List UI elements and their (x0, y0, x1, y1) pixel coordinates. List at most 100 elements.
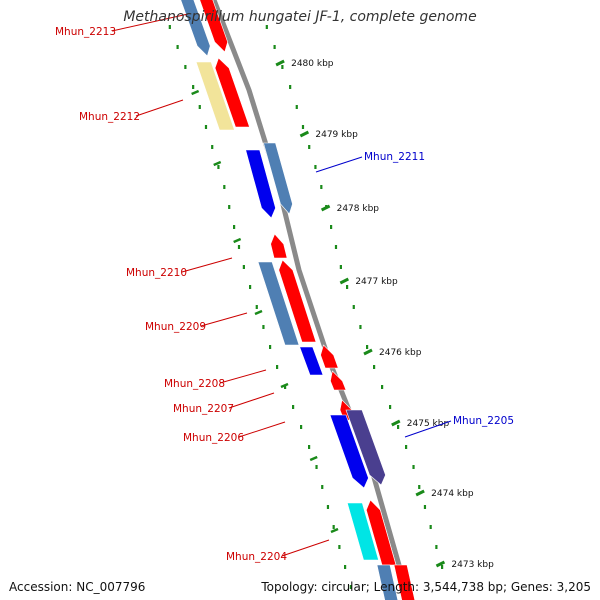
inner-major-tick (254, 309, 263, 316)
kbp-tick-label: 2474 kbp (431, 489, 474, 499)
gene-block-mhun-2208 (299, 346, 324, 376)
tick-dot (276, 365, 279, 369)
gene-block-mhun-2212 (195, 61, 235, 131)
kbp-major-tick (339, 277, 350, 285)
gene-block-bottom-red (393, 564, 416, 600)
kbp-tick-label: 2473 kbp (451, 560, 494, 570)
tick-dot (405, 445, 408, 449)
gene-label: Mhun_2212 (79, 111, 140, 123)
tick-dot (242, 265, 245, 269)
tick-dot (314, 165, 317, 169)
tick-dot (441, 565, 444, 569)
inner-major-tick (309, 455, 318, 462)
tick-dot (321, 485, 324, 489)
gene-block-mhun-2211 (245, 149, 276, 219)
outer-tick-ring (265, 25, 444, 569)
tick-dot (352, 305, 355, 309)
tick-dot (176, 45, 179, 49)
tick-dot (435, 545, 438, 549)
tick-dot (381, 385, 384, 389)
gene-leader-line (135, 99, 184, 117)
kbp-major-tick (363, 348, 373, 356)
gene-leader-line (200, 312, 248, 327)
tick-dot (332, 525, 335, 529)
gene-leader-line (238, 421, 286, 438)
tick-dot (308, 145, 311, 149)
gene-label: Mhun_2204 (226, 551, 287, 563)
tick-dot (330, 225, 333, 229)
gene-block-mhun-2205-slate (345, 409, 386, 486)
tick-dot (223, 185, 226, 189)
gene-label: Mhun_2210 (126, 267, 187, 279)
gene-block-mhun-2211-steel (263, 142, 293, 215)
tick-dot (237, 245, 241, 249)
gene-block-mhun-2212-red (214, 57, 250, 128)
gene-block-mhun-2209 (257, 261, 300, 346)
gene-leader-line (315, 156, 363, 173)
gene-label: Mhun_2206 (183, 432, 244, 444)
gene-leader-line (181, 257, 233, 273)
gene-leader-line (281, 539, 330, 557)
kbp-tick-label: 2480 kbp (291, 59, 334, 69)
tick-dot (281, 65, 284, 69)
tick-dot (292, 405, 295, 409)
gene-leader-line (404, 420, 452, 438)
inner-major-tick (213, 160, 222, 167)
kbp-major-tick (415, 489, 425, 497)
tick-dot (373, 365, 376, 369)
tick-dot (289, 85, 292, 89)
tick-dot (349, 585, 352, 589)
inner-major-tick (191, 89, 200, 96)
gene-label: Mhun_2207 (173, 403, 234, 415)
gene-block-mhun-2208-red (320, 344, 339, 369)
gene-block-mhun-2205 (329, 414, 369, 489)
tick-dot (184, 65, 187, 69)
tick-dot (284, 385, 287, 389)
tick-dot (269, 345, 272, 349)
gene-leader-line (228, 392, 275, 409)
tick-dot (334, 245, 338, 249)
gene-block-mhun-2213-red (199, 0, 228, 53)
gene-block-bottom-steel (376, 564, 399, 600)
tick-dot (228, 205, 231, 209)
tick-dot (339, 265, 342, 269)
gene-block-mhun-2213 (180, 0, 211, 57)
gene-block-mhun-2210 (270, 233, 288, 259)
kbp-tick-label: 2479 kbp (315, 130, 358, 140)
tick-dot (338, 545, 341, 549)
gene-label: Mhun_2213 (55, 26, 116, 38)
tick-dot (295, 105, 298, 109)
tick-dot (423, 505, 427, 509)
inner-major-tick (233, 237, 242, 244)
gene-block-mhun-2209-red (278, 259, 317, 343)
gene-leader-line (111, 13, 189, 32)
tick-dot (217, 165, 220, 169)
inner-major-tick (330, 527, 339, 534)
kbp-major-tick (275, 59, 285, 67)
kbp-major-tick (435, 560, 446, 568)
tick-dot (192, 85, 195, 89)
tick-dot (255, 305, 258, 309)
kbp-major-tick (320, 204, 331, 212)
tick-dot (168, 25, 171, 29)
tick-dot (249, 285, 252, 289)
gene-label: Mhun_2208 (164, 378, 225, 390)
tick-dot (300, 425, 303, 429)
tick-dot (315, 465, 318, 469)
tick-dot (346, 285, 349, 289)
gene-label: Mhun_2211 (364, 151, 425, 163)
kbp-major-tick (391, 419, 401, 427)
tick-dot (198, 105, 201, 109)
genome-title: Methanospirillum hungatei JF-1, complete… (123, 9, 477, 25)
gene-label: Mhun_2205 (453, 415, 514, 427)
tick-dot (429, 525, 432, 529)
tick-dot (265, 25, 268, 29)
tick-dot (320, 185, 323, 189)
tick-dot (262, 325, 265, 329)
gene-block-mhun-2204 (346, 502, 379, 561)
gene-block-mhun-2207 (330, 370, 347, 391)
tick-dot (308, 445, 311, 449)
tick-dot (301, 125, 305, 129)
